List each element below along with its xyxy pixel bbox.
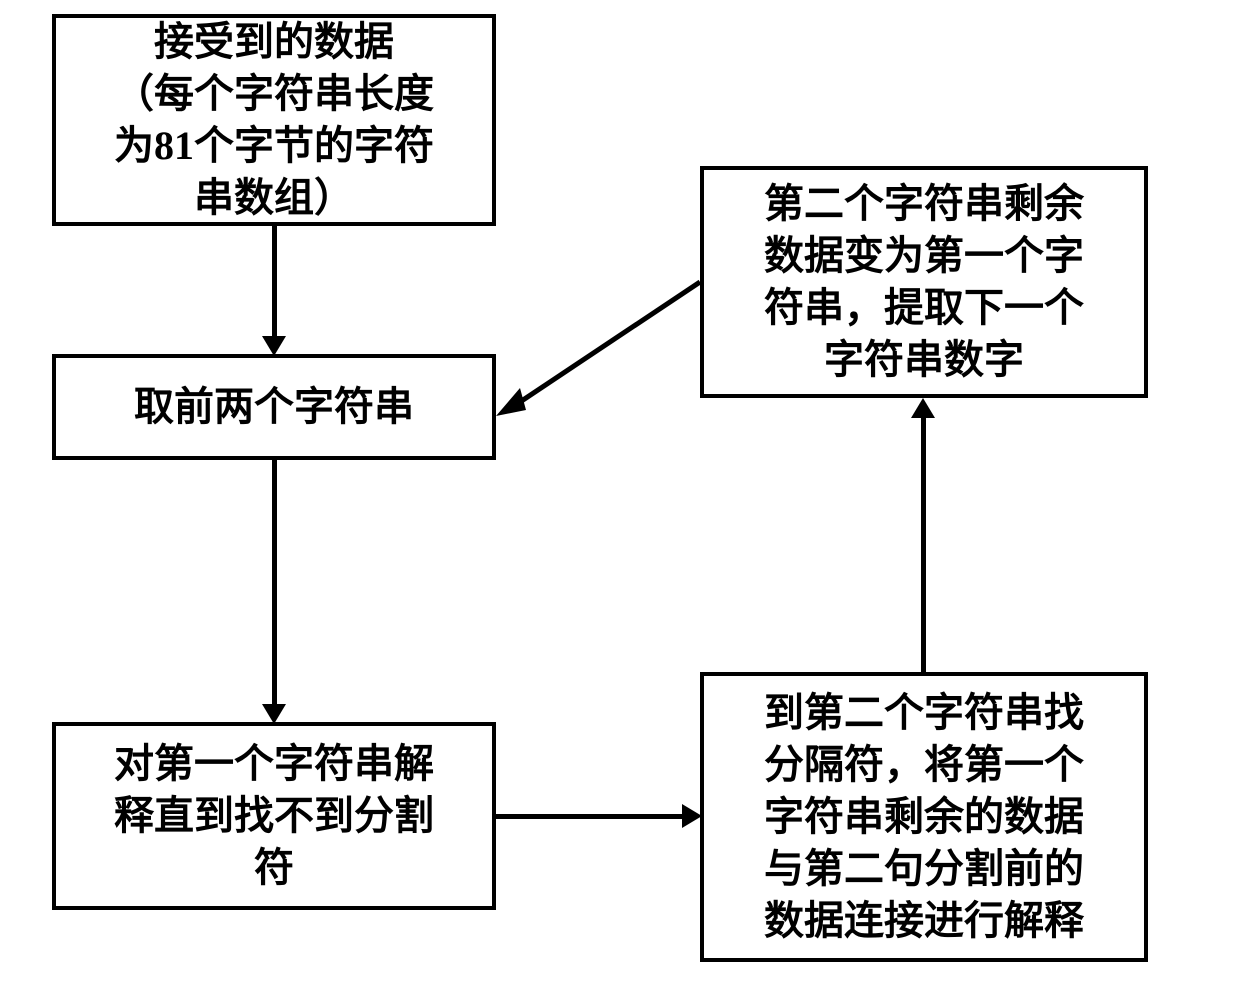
node-label: 接受到的数据（每个字符串长度为81个字节的字符串数组） xyxy=(114,16,434,224)
arrow-n4-n5 xyxy=(911,398,935,418)
node-label: 到第二个字符串找分隔符，将第一个字符串剩余的数据与第二句分割前的数据连接进行解释 xyxy=(764,687,1084,947)
edge-n5-n2 xyxy=(496,282,702,416)
arrow-n1-n2 xyxy=(262,336,286,356)
node-label: 取前两个字符串 xyxy=(134,381,414,433)
arrow-n3-n4 xyxy=(682,804,702,828)
flowchart-node-become-first: 第二个字符串剩余数据变为第一个字符串，提取下一个字符串数字 xyxy=(700,166,1148,398)
flowchart-node-take-first-two: 取前两个字符串 xyxy=(52,354,496,460)
flowchart-node-received-data: 接受到的数据（每个字符串长度为81个字节的字符串数组） xyxy=(52,14,496,226)
arrow-n2-n3 xyxy=(262,704,286,724)
flowchart-node-interpret-first: 对第一个字符串解释直到找不到分割符 xyxy=(52,722,496,910)
edge-n4-n5 xyxy=(921,414,926,672)
edge-n3-n4 xyxy=(496,814,684,819)
edge-n2-n3 xyxy=(272,460,277,706)
flowchart-node-find-delimiter: 到第二个字符串找分隔符，将第一个字符串剩余的数据与第二句分割前的数据连接进行解释 xyxy=(700,672,1148,962)
edge-n1-n2 xyxy=(272,226,277,338)
node-label: 第二个字符串剩余数据变为第一个字符串，提取下一个字符串数字 xyxy=(764,178,1084,386)
node-label: 对第一个字符串解释直到找不到分割符 xyxy=(114,738,434,894)
